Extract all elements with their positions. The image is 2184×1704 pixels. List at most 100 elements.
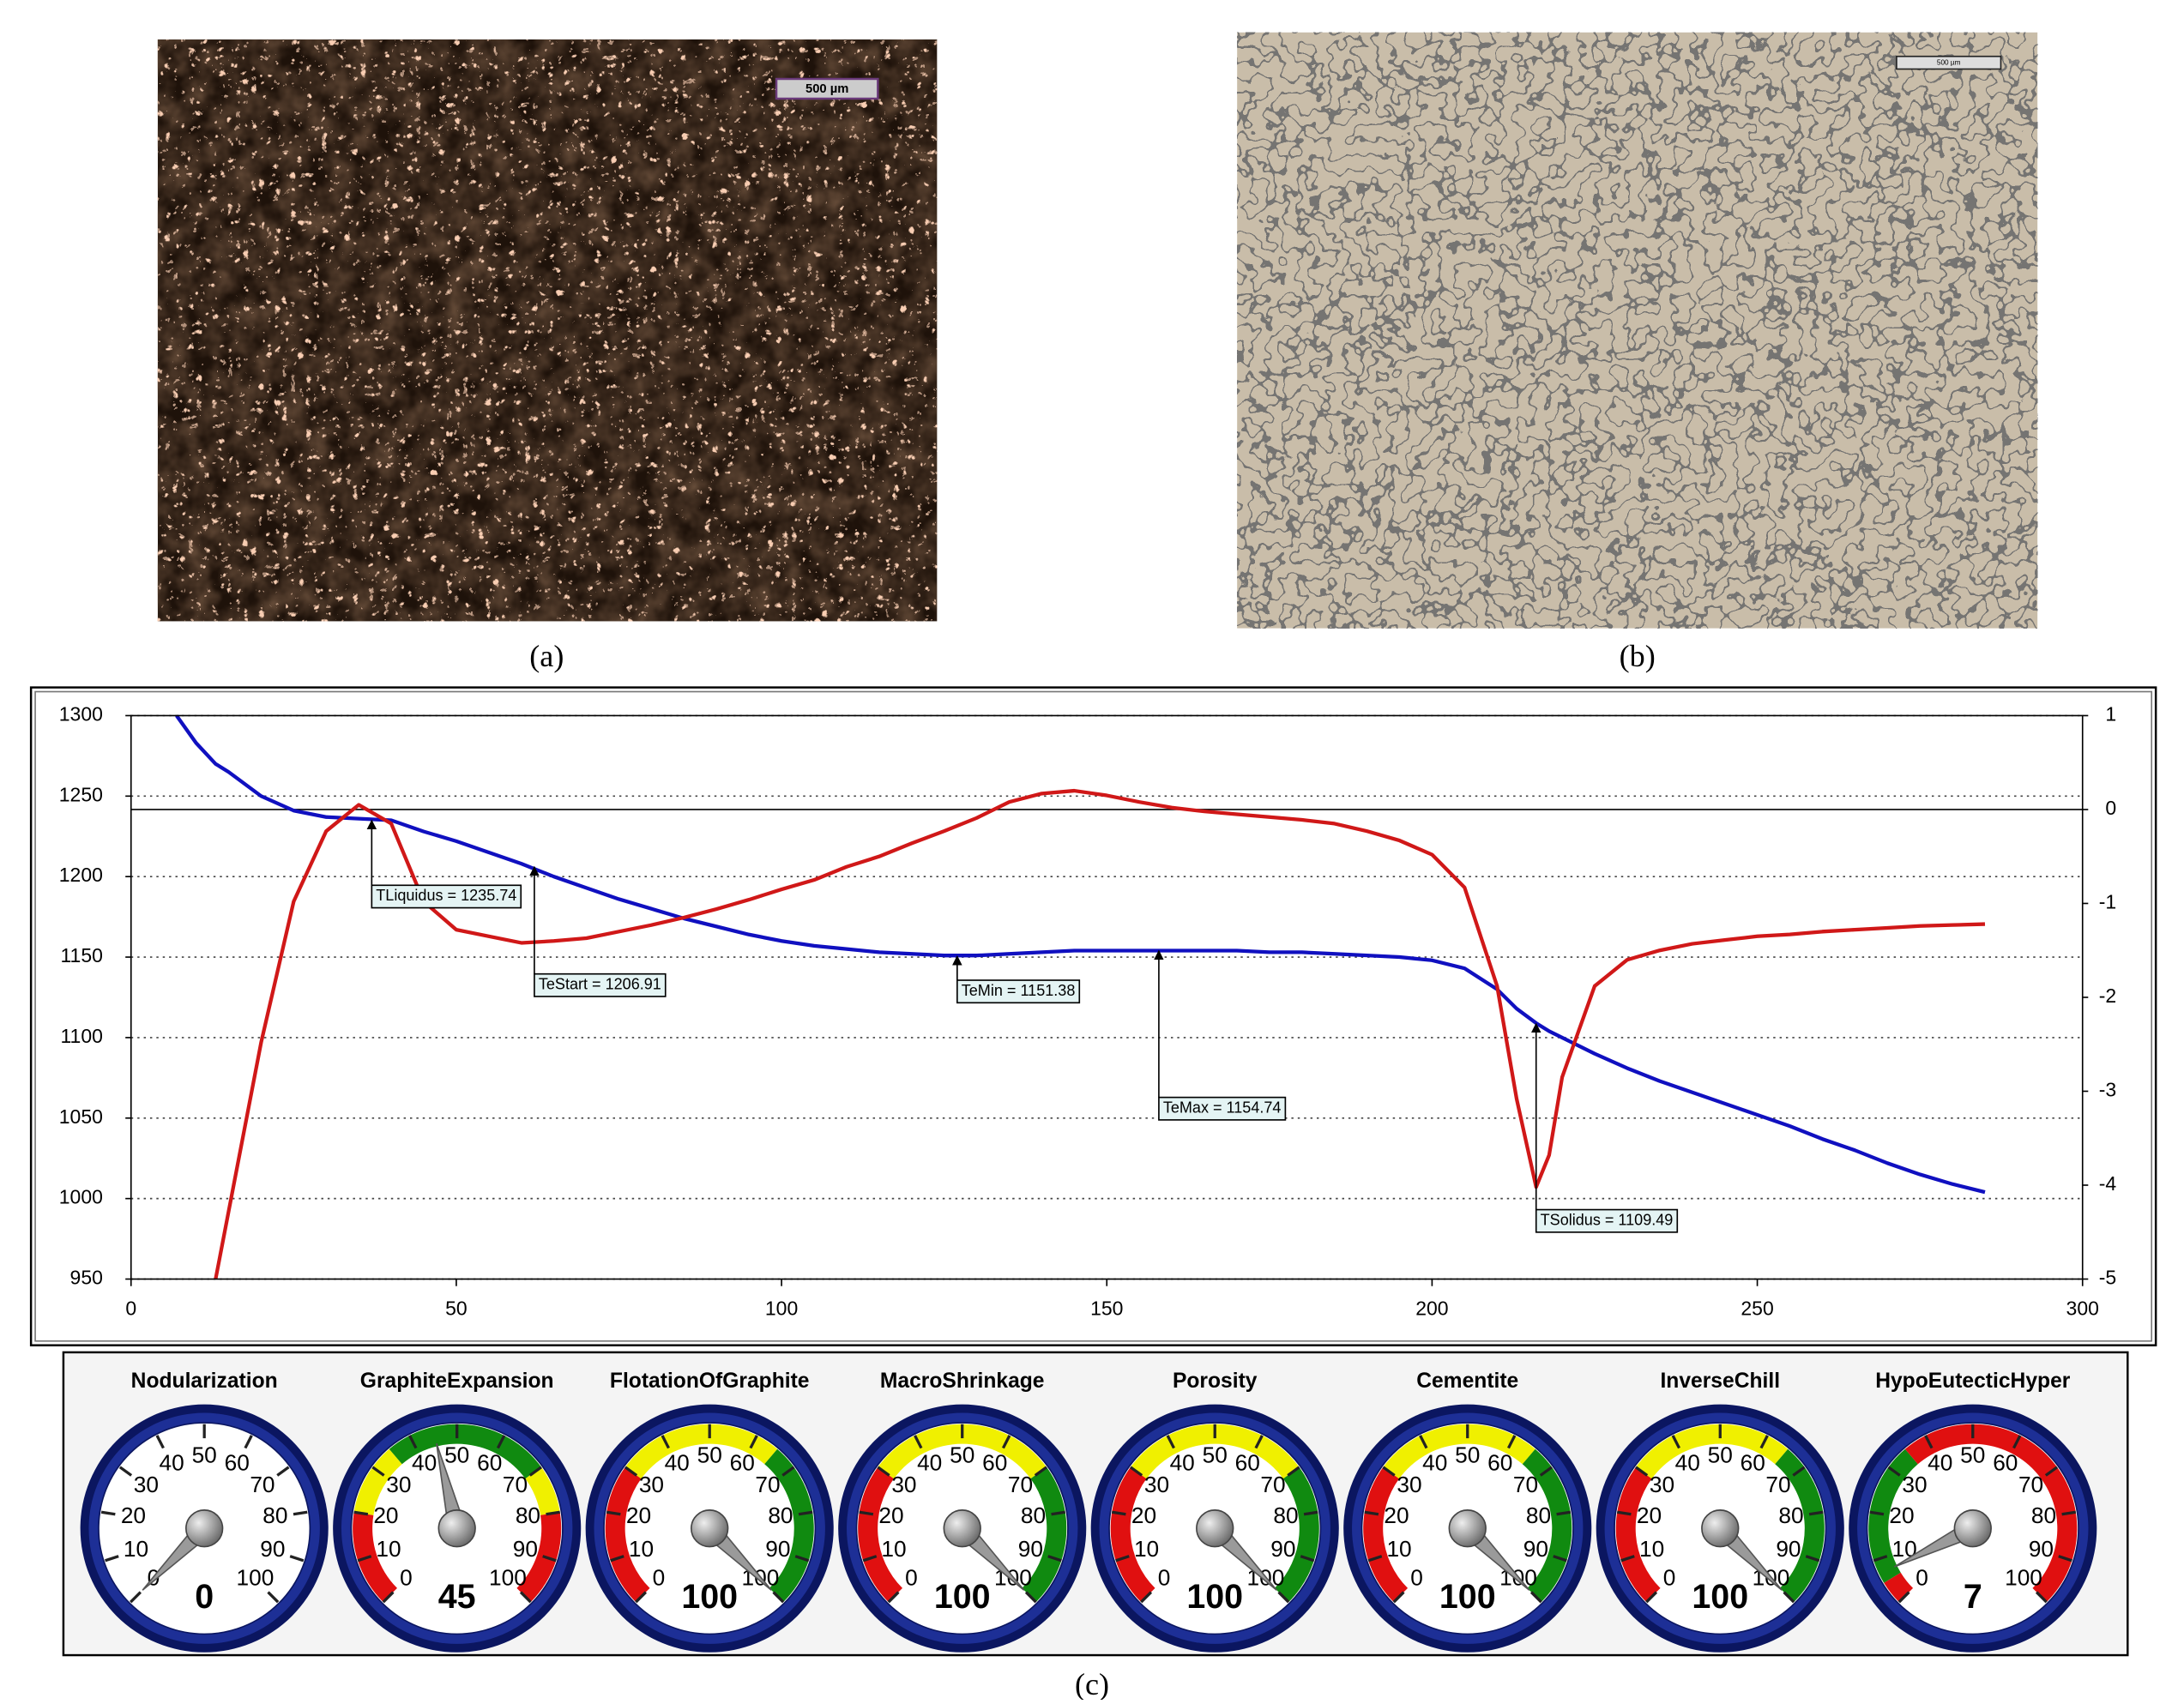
gauge-tick-label: 40 <box>917 1450 942 1476</box>
gauge-tick-label: 90 <box>1523 1536 1548 1562</box>
gauge-band <box>525 1466 560 1515</box>
y-tick-label: 1100 <box>60 1025 102 1047</box>
gauge-title: Nodularization <box>131 1370 278 1393</box>
x-tick-label: 200 <box>1415 1298 1448 1320</box>
gauge-tick-label: 10 <box>1134 1536 1159 1562</box>
gauge-tick-label: 60 <box>1487 1450 1512 1476</box>
gauge-hub <box>184 1509 224 1548</box>
gauge-tick-label: 50 <box>1708 1442 1733 1467</box>
gauge-tick <box>661 1435 670 1449</box>
gauge-tick <box>130 1591 142 1604</box>
gauge-tick <box>1382 1466 1396 1477</box>
gauge-tick-label: 50 <box>444 1442 469 1467</box>
gauge-tick <box>1364 1510 1379 1516</box>
gauge-tick <box>2035 1591 2048 1604</box>
gauge-tick-label: 0 <box>653 1564 666 1590</box>
x-tick-label: 0 <box>125 1298 136 1320</box>
gauge-tick <box>1645 1591 1658 1604</box>
gauge-tick-label: 70 <box>1260 1472 1285 1497</box>
gauge-tick <box>1897 1591 1910 1604</box>
gauge-hub <box>1196 1509 1234 1548</box>
gauge-tick-label: 20 <box>1131 1502 1156 1528</box>
gauge-hub <box>1953 1509 1992 1548</box>
series-line <box>175 714 1986 1195</box>
gauge-tick <box>914 1435 923 1449</box>
gauge-tick-label: 90 <box>260 1536 285 1562</box>
gauge-hub <box>943 1509 981 1548</box>
gauge-tick-label: 80 <box>1021 1502 1046 1528</box>
gauge-tick-label: 70 <box>503 1472 528 1497</box>
annotation-box <box>1158 1096 1287 1121</box>
annotation-label: TeStart = 1206.91 <box>539 976 661 993</box>
gauge-tick <box>1367 1555 1383 1563</box>
gauge-tick <box>496 1435 506 1449</box>
gauge-tick-label: 0 <box>1158 1564 1171 1590</box>
gauge-tick <box>794 1555 810 1563</box>
gauge-value: 100 <box>1186 1578 1243 1616</box>
gauge-tick <box>408 1435 418 1449</box>
gauge-tick-label: 80 <box>516 1502 540 1528</box>
gauge-title: HypoEutecticHyper <box>1875 1370 2071 1393</box>
gauge-value: 100 <box>681 1578 738 1616</box>
gauge-value: 0 <box>195 1578 214 1616</box>
gauge-tick <box>353 1510 369 1516</box>
gauge-tick-label: 20 <box>373 1502 398 1528</box>
gauge-tick-label: 80 <box>262 1502 287 1528</box>
gauge-tick <box>1634 1466 1649 1477</box>
gauge-tick <box>624 1466 638 1477</box>
series-line <box>214 788 1986 1280</box>
annotation-label: TLiquidus = 1235.74 <box>376 887 516 904</box>
gauge-tick-label: 20 <box>121 1502 146 1528</box>
gauge-tick-label: 70 <box>1008 1472 1033 1497</box>
gauge-tick <box>155 1435 165 1449</box>
gauge-value: 100 <box>934 1578 991 1616</box>
gauge-tick <box>1808 1510 1824 1516</box>
y-tick-label: 1000 <box>59 1186 103 1208</box>
y-tick-label: 1200 <box>59 864 103 886</box>
gauge-tick <box>2058 1555 2072 1563</box>
gauge-tick-label: 40 <box>665 1450 690 1476</box>
gauge-tick-label: 60 <box>477 1450 502 1476</box>
gauge-band <box>1522 1448 1572 1603</box>
micrograph-a: 500 µm <box>157 39 938 622</box>
gauge-band <box>1363 1466 1409 1603</box>
gauge-band <box>764 1448 814 1603</box>
gauge-tick <box>877 1466 890 1477</box>
gauge-tick-label: 0 <box>1916 1564 1928 1590</box>
gauge-tick-label: 50 <box>1203 1442 1228 1467</box>
gauge-tick-label: 10 <box>1386 1536 1411 1562</box>
y-tick-label: 1300 <box>59 703 103 726</box>
gauge-tick-label: 30 <box>134 1472 159 1497</box>
gauge-tick-label: 60 <box>730 1450 755 1476</box>
gauge-tick <box>1001 1435 1011 1449</box>
gauge-value: 45 <box>438 1578 476 1616</box>
gauge-tick <box>357 1555 372 1563</box>
gauge-tick <box>2061 1510 2077 1516</box>
gauge-tick <box>1166 1435 1175 1449</box>
plot-border <box>130 714 2084 1280</box>
x-tick-label: 300 <box>2066 1298 2099 1320</box>
annotation-box <box>371 884 522 909</box>
gauge-tick-label: 30 <box>1397 1472 1421 1497</box>
y2-tick-label: -3 <box>2099 1079 2116 1101</box>
gauge-band <box>1130 1424 1300 1479</box>
annotation-label: TeMin = 1151.38 <box>962 982 1076 999</box>
gauge-hub <box>1701 1509 1740 1548</box>
gauge-tick-label: 30 <box>639 1472 664 1497</box>
gauge-group: Nodularization01020304050607080901000Gra… <box>80 1370 2097 1653</box>
gauge-tick <box>519 1591 532 1604</box>
gauge-tick <box>276 1466 290 1477</box>
panel-label: (b) <box>1620 639 1656 673</box>
gauge-tick <box>1111 1510 1126 1516</box>
gauge-band <box>605 1466 650 1603</box>
y-tick-label: 1150 <box>60 944 102 966</box>
gauge-tick-label: 50 <box>1960 1442 1985 1467</box>
x-tick-label: 250 <box>1741 1298 1773 1320</box>
gauge-tick <box>1115 1555 1130 1563</box>
gauge-hub <box>1448 1509 1487 1548</box>
gauge-tick <box>382 1591 395 1604</box>
gauge-tick <box>1254 1435 1264 1449</box>
gauge-tick <box>781 1466 795 1477</box>
gauge-tick-label: 30 <box>1902 1472 1927 1497</box>
gauge-tick-label: 10 <box>629 1536 654 1562</box>
